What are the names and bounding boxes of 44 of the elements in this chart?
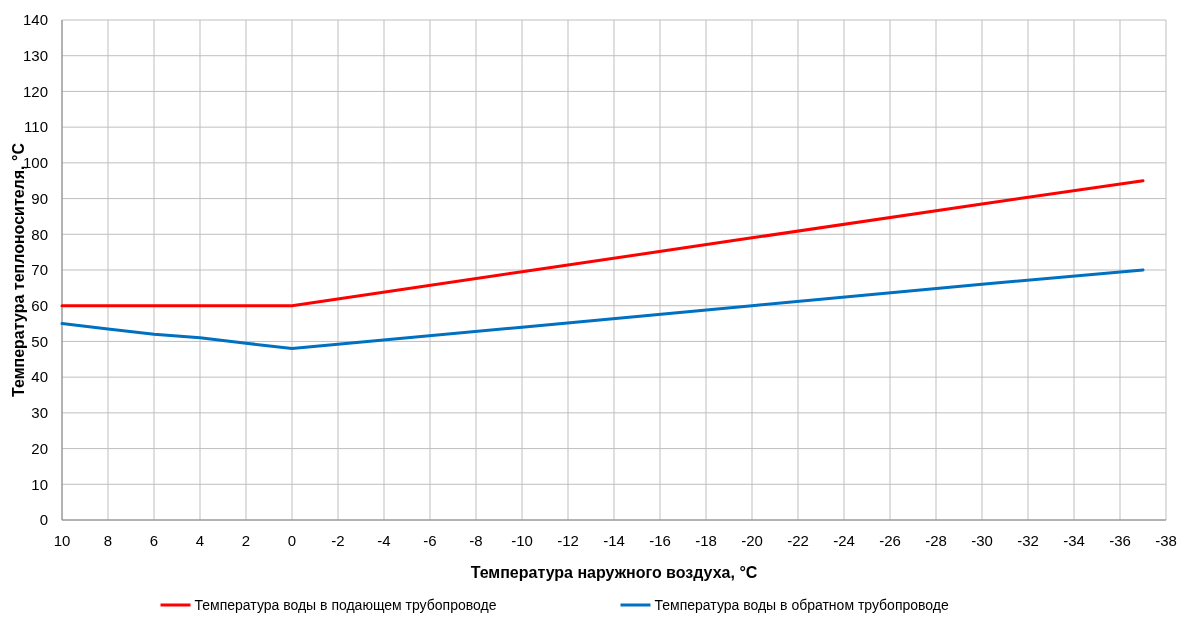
y-tick-label: 60 bbox=[31, 296, 48, 314]
x-tick-label: -14 bbox=[603, 532, 625, 549]
x-tick-label: -2 bbox=[331, 532, 345, 549]
x-tick-label: -32 bbox=[1017, 532, 1039, 549]
x-tick-label: 0 bbox=[287, 532, 297, 549]
y-tick-label: 50 bbox=[31, 332, 48, 350]
legend-label: Температура воды в подающем трубопроводе bbox=[194, 597, 497, 613]
line-series bbox=[60, 268, 1145, 351]
y-tick-label: 90 bbox=[31, 189, 48, 207]
x-tick-label: -36 bbox=[1109, 532, 1131, 549]
y-tick-label: 130 bbox=[22, 46, 48, 64]
x-tick-label: -10 bbox=[511, 532, 533, 549]
x-tick-label: 10 bbox=[53, 532, 71, 549]
y-tick-label: 10 bbox=[31, 475, 48, 493]
x-tick-label: -22 bbox=[787, 532, 809, 549]
x-tick-label: -18 bbox=[695, 532, 717, 549]
x-tick-label: -34 bbox=[1063, 532, 1085, 549]
x-tick-label: 8 bbox=[103, 532, 113, 549]
x-tick-label: -4 bbox=[377, 532, 391, 549]
y-tick-label: 20 bbox=[31, 439, 48, 457]
y-tick-label: 40 bbox=[31, 368, 48, 386]
y-tick-label: 80 bbox=[31, 225, 48, 243]
y-tick-label: 140 bbox=[22, 11, 48, 29]
x-tick-label: -16 bbox=[649, 532, 671, 549]
x-tick-label: -6 bbox=[423, 532, 437, 549]
y-tick-label: 0 bbox=[39, 511, 48, 529]
legend-label: Температура воды в обратном трубопроводе bbox=[654, 597, 949, 613]
x-tick-label: -26 bbox=[879, 532, 901, 549]
line-series bbox=[60, 179, 1145, 308]
x-tick-label: -38 bbox=[1155, 532, 1177, 549]
x-tick-label: -20 bbox=[741, 532, 763, 549]
x-tick-label: -24 bbox=[833, 532, 855, 549]
x-tick-label: 2 bbox=[241, 532, 251, 549]
x-tick-label: -28 bbox=[925, 532, 947, 549]
x-tick-label: -8 bbox=[469, 532, 483, 549]
x-tick-label: 6 bbox=[149, 532, 159, 549]
x-tick-label: 4 bbox=[195, 532, 205, 549]
y-tick-label: 120 bbox=[22, 82, 48, 100]
x-tick-label: -12 bbox=[557, 532, 579, 549]
y-tick-label: 70 bbox=[31, 261, 48, 279]
x-tick-label: -30 bbox=[971, 532, 993, 549]
y-tick-label: 110 bbox=[24, 118, 48, 136]
x-axis-title: Температура наружного воздуха, °C bbox=[470, 564, 758, 581]
y-tick-label: 30 bbox=[31, 404, 48, 422]
